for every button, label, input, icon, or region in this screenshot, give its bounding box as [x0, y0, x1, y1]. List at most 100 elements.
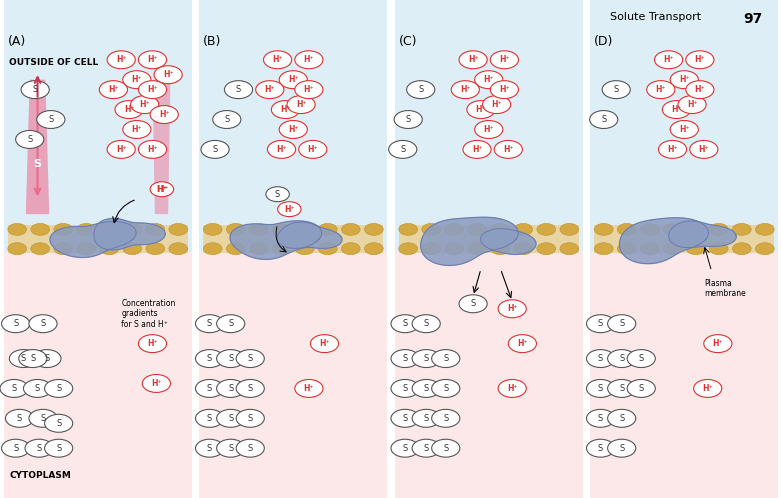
FancyBboxPatch shape [399, 225, 579, 253]
Text: S: S [601, 115, 606, 124]
Circle shape [150, 182, 174, 197]
Circle shape [138, 140, 167, 158]
Circle shape [150, 106, 178, 124]
Polygon shape [619, 218, 708, 264]
Text: H⁺: H⁺ [712, 339, 723, 348]
Polygon shape [26, 80, 49, 214]
Text: S: S [248, 414, 253, 423]
Circle shape [29, 315, 57, 333]
Circle shape [279, 121, 307, 138]
Circle shape [475, 121, 503, 138]
Circle shape [217, 350, 245, 368]
Text: H⁺: H⁺ [272, 55, 283, 64]
Circle shape [451, 81, 479, 99]
Text: H⁺: H⁺ [303, 85, 314, 94]
Circle shape [586, 379, 615, 397]
Text: S: S [403, 384, 407, 393]
Text: S: S [224, 115, 229, 124]
Text: S: S [403, 319, 407, 328]
Text: H⁺: H⁺ [124, 105, 135, 114]
Circle shape [77, 224, 95, 236]
Circle shape [432, 350, 460, 368]
Text: S: S [207, 354, 212, 363]
Circle shape [33, 350, 61, 368]
Circle shape [608, 379, 636, 397]
Text: H⁺: H⁺ [307, 145, 318, 154]
Circle shape [23, 379, 52, 397]
Circle shape [704, 335, 732, 353]
Circle shape [123, 71, 151, 89]
Circle shape [491, 243, 510, 254]
Circle shape [627, 379, 655, 397]
Circle shape [459, 295, 487, 313]
Circle shape [391, 315, 419, 333]
Text: H⁺: H⁺ [667, 145, 678, 154]
Circle shape [226, 243, 245, 254]
Text: S: S [424, 354, 429, 363]
Circle shape [138, 335, 167, 353]
Text: S: S [424, 384, 429, 393]
Text: S: S [21, 354, 26, 363]
Circle shape [138, 81, 167, 99]
Circle shape [287, 96, 315, 114]
Circle shape [399, 224, 418, 236]
Circle shape [278, 202, 301, 217]
Text: S: S [471, 299, 475, 308]
Text: H⁺: H⁺ [702, 384, 713, 393]
Text: S: S [619, 414, 624, 423]
Polygon shape [669, 221, 737, 248]
Circle shape [5, 409, 34, 427]
Text: S: S [213, 145, 217, 154]
Circle shape [391, 379, 419, 397]
Text: H⁺: H⁺ [491, 100, 502, 109]
Text: H⁺: H⁺ [288, 75, 299, 84]
Circle shape [391, 350, 419, 368]
Circle shape [272, 243, 291, 254]
Circle shape [2, 439, 30, 457]
Circle shape [107, 51, 135, 69]
Circle shape [196, 379, 224, 397]
Circle shape [399, 243, 418, 254]
Text: H⁺: H⁺ [131, 75, 142, 84]
Circle shape [19, 350, 47, 368]
Polygon shape [230, 221, 321, 259]
Polygon shape [481, 229, 536, 254]
Text: H⁺: H⁺ [131, 125, 142, 134]
Circle shape [755, 224, 774, 236]
Text: H⁺: H⁺ [694, 85, 705, 94]
Circle shape [412, 439, 440, 457]
FancyBboxPatch shape [594, 225, 774, 253]
Text: S: S [37, 444, 41, 453]
Text: S: S [598, 354, 603, 363]
Text: Solute Transport: Solute Transport [610, 12, 701, 22]
Bar [395, 252, 583, 498]
Circle shape [391, 439, 419, 457]
Circle shape [445, 224, 464, 236]
Circle shape [640, 243, 659, 254]
Text: S: S [403, 414, 407, 423]
Text: H⁺: H⁺ [147, 339, 158, 348]
Circle shape [236, 350, 264, 368]
Text: H⁺: H⁺ [694, 55, 705, 64]
Text: H⁺: H⁺ [468, 55, 479, 64]
Circle shape [169, 224, 188, 236]
Text: S: S [418, 85, 423, 94]
Circle shape [123, 243, 142, 254]
Circle shape [494, 140, 522, 158]
Text: H⁺: H⁺ [671, 105, 682, 114]
Circle shape [407, 81, 435, 99]
Circle shape [586, 350, 615, 368]
Text: S: S [30, 354, 35, 363]
Circle shape [256, 81, 284, 99]
Circle shape [663, 224, 682, 236]
Text: H⁺: H⁺ [139, 100, 150, 109]
Text: S: S [443, 354, 448, 363]
Circle shape [468, 243, 486, 254]
Circle shape [131, 96, 159, 114]
Circle shape [123, 121, 151, 138]
Text: S: S [207, 414, 212, 423]
Text: CYTOPLASM: CYTOPLASM [9, 471, 71, 480]
Circle shape [342, 243, 361, 254]
Circle shape [30, 243, 49, 254]
Circle shape [295, 379, 323, 397]
